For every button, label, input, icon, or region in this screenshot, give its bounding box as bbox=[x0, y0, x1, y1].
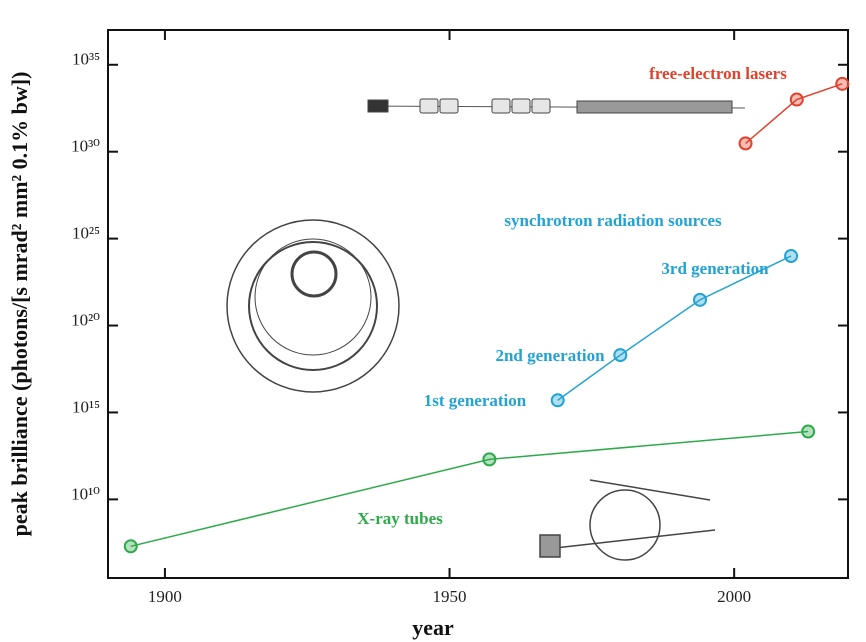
data-point bbox=[125, 540, 137, 552]
data-point bbox=[785, 250, 797, 262]
data-point bbox=[483, 453, 495, 465]
data-point bbox=[552, 394, 564, 406]
x-tick-label: 1900 bbox=[148, 587, 182, 606]
chart: year peak brilliance (photons/[s mrad² m… bbox=[0, 0, 866, 642]
data-point bbox=[791, 94, 803, 106]
xray-tube-illustration bbox=[540, 480, 715, 560]
x-tick-label: 1950 bbox=[433, 587, 467, 606]
y-tick-label: 10²⁰ bbox=[71, 310, 100, 329]
y-tick-label: 10¹⁰ bbox=[71, 484, 100, 503]
y-tick-label: 10³⁰ bbox=[71, 137, 100, 156]
series-line bbox=[746, 84, 843, 144]
data-point bbox=[740, 137, 752, 149]
annotation: 1st generation bbox=[424, 391, 527, 410]
x-axis-label: year bbox=[412, 615, 454, 640]
y-tick-label: 10³⁵ bbox=[72, 50, 100, 69]
y-tick-label: 10¹⁵ bbox=[72, 397, 100, 416]
y-tick-label: 10²⁵ bbox=[72, 224, 100, 243]
series-label: free-electron lasers bbox=[649, 64, 787, 83]
data-point bbox=[802, 426, 814, 438]
x-tick-label: 2000 bbox=[717, 587, 751, 606]
annotation: 2nd generation bbox=[495, 346, 605, 365]
y-axis-label: peak brilliance (photons/[s mrad² mm² 0.… bbox=[7, 72, 32, 537]
data-point bbox=[694, 294, 706, 306]
synchrotron-illustration bbox=[227, 220, 399, 392]
undulator-illustration bbox=[368, 99, 745, 113]
series-label: synchrotron radiation sources bbox=[504, 211, 722, 230]
plot-frame bbox=[108, 30, 848, 578]
data-point bbox=[614, 349, 626, 361]
annotation: 3rd generation bbox=[661, 259, 769, 278]
series-line bbox=[131, 432, 808, 547]
data-point bbox=[836, 78, 848, 90]
series-label: X-ray tubes bbox=[357, 509, 443, 528]
